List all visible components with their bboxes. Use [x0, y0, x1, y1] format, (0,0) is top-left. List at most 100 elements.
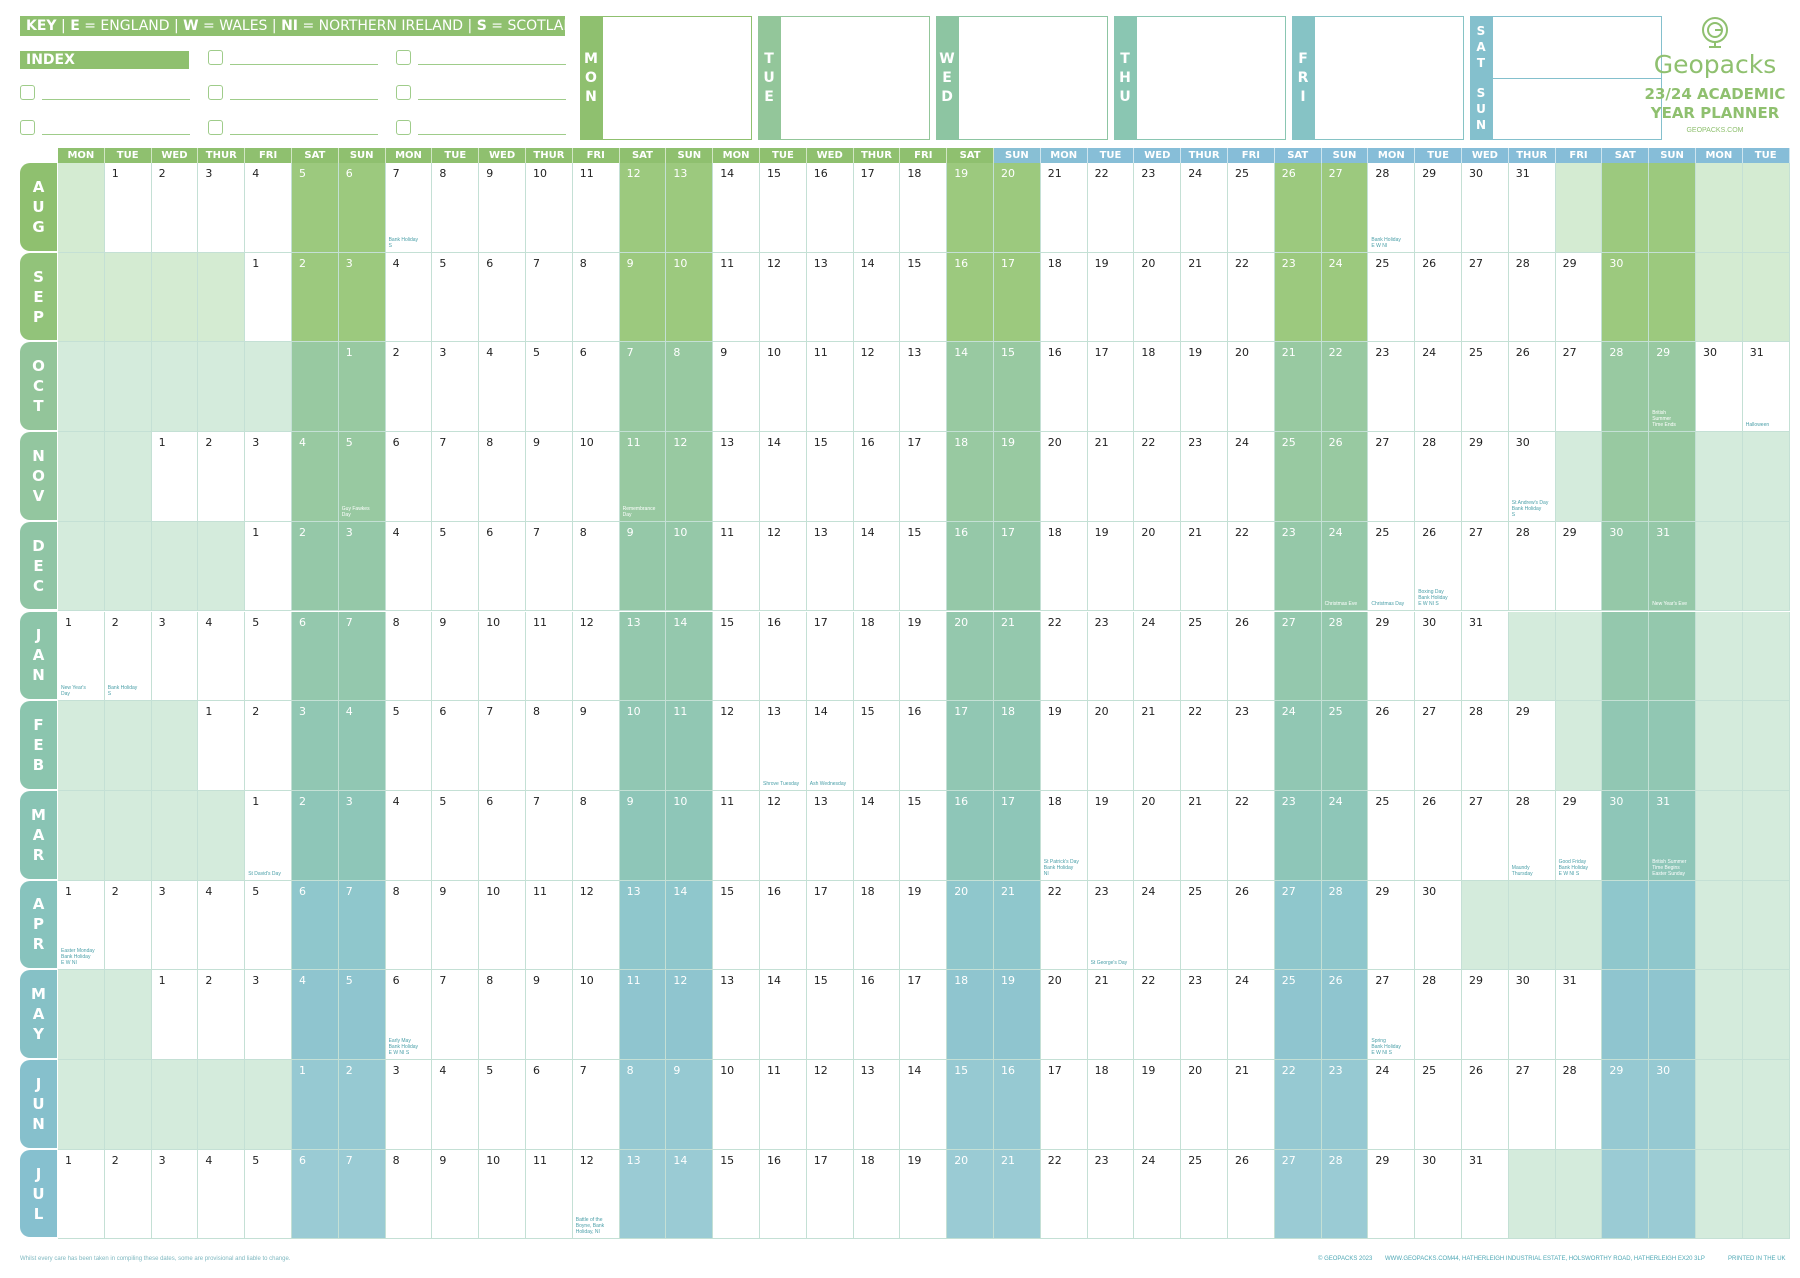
day-cell[interactable]: 24	[1181, 163, 1228, 253]
index-checkbox[interactable]	[396, 120, 411, 135]
day-cell[interactable]: 14	[666, 880, 714, 971]
day-cell[interactable]: 28 Bank Holiday E W NI	[1368, 163, 1416, 253]
day-cell[interactable]: 9	[526, 970, 573, 1060]
day-cell[interactable]: 15	[713, 611, 760, 702]
day-cell[interactable]: 20	[1040, 970, 1088, 1060]
day-cell[interactable]: 8	[572, 790, 620, 881]
day-cell[interactable]: 30	[1602, 790, 1650, 881]
day-cell[interactable]: 19	[1181, 342, 1228, 433]
day-cell[interactable]: 16	[947, 521, 994, 612]
day-cell[interactable]: 24	[1134, 880, 1182, 971]
day-cell[interactable]: 26	[1415, 252, 1462, 343]
day-cell[interactable]: 8	[385, 1149, 433, 1240]
day-cell[interactable]: 3	[432, 342, 480, 433]
day-cell[interactable]: 20	[947, 880, 994, 971]
day-cell[interactable]: 4	[198, 1149, 246, 1240]
day-cell[interactable]: 25	[1321, 701, 1369, 791]
day-cell[interactable]: 16	[853, 970, 901, 1060]
day-cell[interactable]: 29 British Summer Time Ends	[1649, 342, 1696, 433]
day-cell[interactable]: 12	[619, 163, 667, 253]
day-cell[interactable]: 12	[760, 790, 807, 881]
day-cell[interactable]: 11	[806, 342, 854, 433]
day-cell[interactable]: 21	[994, 611, 1041, 702]
day-cell[interactable]: 28	[1508, 521, 1556, 612]
day-cell[interactable]: 18	[947, 970, 994, 1060]
day-cell[interactable]: 13	[806, 790, 854, 881]
day-cell[interactable]: 9	[619, 252, 667, 343]
day-cell[interactable]: 8	[479, 432, 526, 522]
day-cell[interactable]: 12	[666, 970, 714, 1060]
day-cell[interactable]: 14	[900, 1060, 948, 1150]
day-cell[interactable]: 19	[1087, 521, 1135, 612]
day-cell[interactable]: 22	[1040, 611, 1088, 702]
day-cell[interactable]: 12	[853, 342, 901, 433]
day-cell[interactable]: 27	[1274, 1149, 1322, 1240]
day-cell[interactable]: 3	[338, 790, 386, 881]
day-cell[interactable]: 14	[853, 252, 901, 343]
index-line[interactable]	[42, 99, 190, 100]
day-cell[interactable]: 30	[1462, 163, 1509, 253]
day-cell[interactable]: 14	[666, 1149, 714, 1240]
day-cell[interactable]: 9	[432, 1149, 480, 1240]
day-cell[interactable]: 30	[1415, 611, 1462, 702]
day-cell[interactable]: 28	[1321, 1149, 1369, 1240]
day-cell[interactable]: 3	[385, 1060, 433, 1150]
day-cell[interactable]: 21	[1181, 252, 1228, 343]
day-cell[interactable]: 2	[245, 701, 292, 791]
day-cell[interactable]: 6	[479, 790, 526, 881]
day-cell[interactable]: 11	[760, 1060, 807, 1150]
day-cell[interactable]: 10	[666, 790, 714, 881]
day-cell[interactable]: 26	[1415, 790, 1462, 881]
day-cell[interactable]: 30 St Andrew's Day Bank Holiday S	[1508, 432, 1556, 522]
day-cell[interactable]: 1 St David's Day	[245, 790, 292, 881]
day-cell[interactable]: 27	[1368, 432, 1416, 522]
day-cell[interactable]: 3	[292, 701, 339, 791]
day-cell[interactable]: 26	[1228, 611, 1275, 702]
day-cell[interactable]: 4	[198, 611, 246, 702]
day-cell[interactable]: 17	[994, 521, 1041, 612]
day-cell[interactable]: 13	[713, 970, 760, 1060]
day-cell[interactable]: 16	[760, 880, 807, 971]
day-cell[interactable]: 13	[900, 342, 948, 433]
day-cell[interactable]: 22	[1134, 432, 1182, 522]
day-cell[interactable]: 2	[198, 970, 246, 1060]
day-cell[interactable]: 29 Good Friday Bank Holiday E W NI S	[1555, 790, 1603, 881]
day-cell[interactable]: 5	[432, 790, 480, 881]
day-cell[interactable]: 12 Battle of the Boyne, Bank Holiday, NI	[572, 1149, 620, 1240]
day-cell[interactable]: 1	[338, 342, 386, 433]
day-cell[interactable]: 28	[1508, 252, 1556, 343]
day-cell[interactable]: 1 New Year's Day	[58, 611, 105, 702]
day-cell[interactable]: 2	[292, 252, 339, 343]
day-cell[interactable]: 7	[619, 342, 667, 433]
day-cell[interactable]: 8	[479, 970, 526, 1060]
day-cell[interactable]: 19	[994, 432, 1041, 522]
day-cell[interactable]: 6	[526, 1060, 573, 1150]
day-cell[interactable]: 31	[1462, 1149, 1509, 1240]
day-cell[interactable]: 6 Early May Bank Holiday E W NI S	[385, 970, 433, 1060]
day-cell[interactable]: 13	[713, 432, 760, 522]
day-cell[interactable]: 26	[1321, 970, 1369, 1060]
day-cell[interactable]: 19	[1087, 252, 1135, 343]
day-cell[interactable]: 11	[713, 790, 760, 881]
day-cell[interactable]: 3	[151, 1149, 199, 1240]
day-cell[interactable]: 18	[1040, 521, 1088, 612]
day-cell[interactable]: 18	[853, 880, 901, 971]
day-cell[interactable]: 25	[1274, 432, 1322, 522]
day-cell[interactable]: 9	[619, 790, 667, 881]
day-cell[interactable]: 22	[1228, 521, 1275, 612]
day-cell[interactable]: 5 Guy Fawkes Day	[338, 432, 386, 522]
day-cell[interactable]: 31	[1508, 163, 1556, 253]
day-cell[interactable]: 10	[526, 163, 573, 253]
day-cell[interactable]: 4	[245, 163, 292, 253]
index-checkbox[interactable]	[208, 120, 223, 135]
day-cell[interactable]: 25 Christmas Day	[1368, 521, 1416, 612]
day-cell[interactable]: 20	[1134, 521, 1182, 612]
day-cell[interactable]: 21	[1274, 342, 1322, 433]
day-cell[interactable]: 17	[1087, 342, 1135, 433]
day-cell[interactable]: 6	[292, 880, 339, 971]
day-cell[interactable]: 13	[619, 1149, 667, 1240]
day-cell[interactable]: 6	[338, 163, 386, 253]
day-cell[interactable]: 28 Maundy Thursday	[1508, 790, 1556, 881]
day-cell[interactable]: 8	[526, 701, 573, 791]
day-cell[interactable]: 18	[1134, 342, 1182, 433]
